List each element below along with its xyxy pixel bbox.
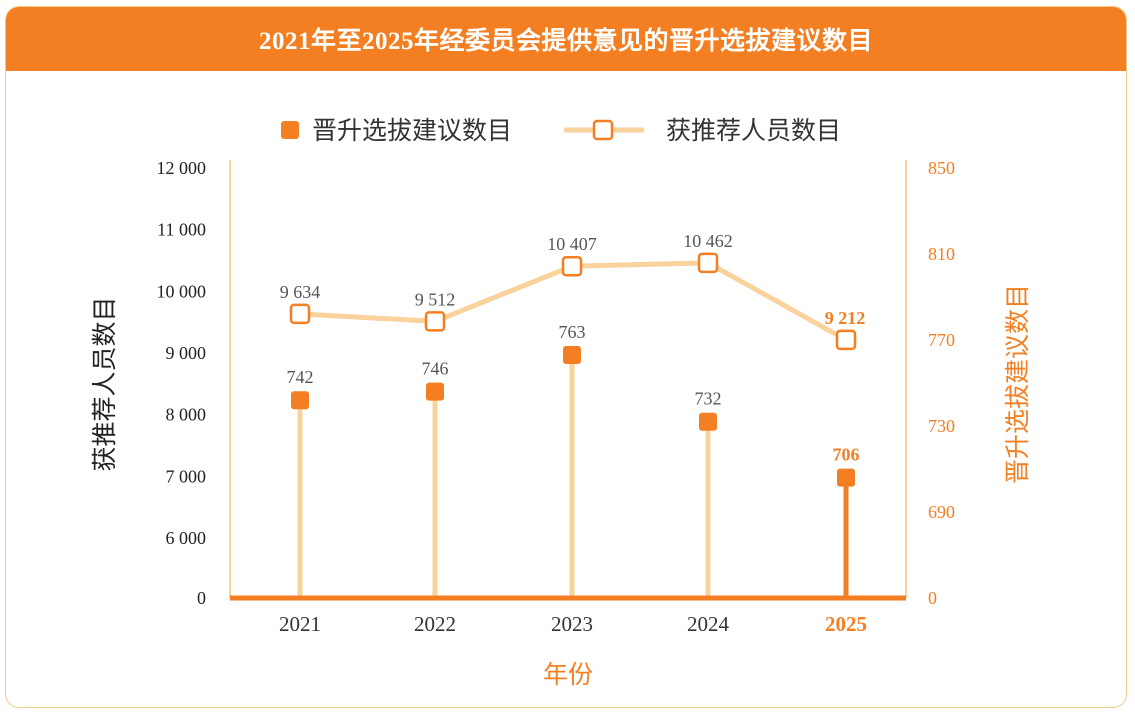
nominees-data-label: 10 462 <box>683 231 733 251</box>
left-tick-label: 0 <box>197 588 206 608</box>
x-axis-title: 年份 <box>543 660 593 689</box>
nominees-point <box>289 303 311 325</box>
x-tick-label: 2022 <box>414 612 456 636</box>
legend-marker-hollow-square <box>592 119 614 141</box>
nominees-data-label: 9 634 <box>280 282 321 302</box>
x-tick-label: 2025 <box>825 612 867 636</box>
legend-label-nominees: 获推荐人员数目 <box>666 116 841 145</box>
nominees-point <box>561 255 583 277</box>
nominees-data-label: 10 407 <box>547 234 597 254</box>
left-tick-label: 12 000 <box>157 158 207 178</box>
recommendations-data-label: 746 <box>422 359 449 379</box>
right-tick-label: 770 <box>928 330 955 350</box>
chart-card: 2021年至2025年经委员会提供意见的晋升选拔建议数目 <box>5 6 1127 708</box>
chart-title: 2021年至2025年经委员会提供意见的晋升选拔建议数目 <box>258 28 873 55</box>
recommendations-point <box>699 412 717 431</box>
legend-marker-filled-square <box>281 121 299 139</box>
nominees-data-label: 9 512 <box>415 289 456 309</box>
nominees-data-label: 9 212 <box>825 308 866 328</box>
title-bar: 2021年至2025年经委员会提供意见的晋升选拔建议数目 <box>6 7 1126 71</box>
left-tick-label: 6 000 <box>166 528 207 548</box>
x-tick-label: 2023 <box>551 612 593 636</box>
x-tick-label: 2024 <box>687 612 730 636</box>
recommendations-point <box>837 468 855 487</box>
right-tick-label: 690 <box>928 502 955 522</box>
right-axis-title: 晋升选拔建议数目 <box>1003 284 1032 484</box>
recommendations-data-label: 706 <box>833 445 860 465</box>
recommendations-point <box>563 346 581 365</box>
nominees-point <box>835 329 857 351</box>
left-axis-title: 获推荐人员数目 <box>90 296 119 471</box>
recommendations-data-label: 732 <box>695 389 722 409</box>
recommendations-data-label: 742 <box>287 367 314 387</box>
recommendations-point <box>291 391 309 410</box>
left-tick-label: 9 000 <box>166 343 207 363</box>
left-tick-label: 8 000 <box>166 405 207 425</box>
right-tick-label: 0 <box>928 588 937 608</box>
left-tick-label: 10 000 <box>157 281 207 301</box>
right-tick-label: 850 <box>928 158 955 178</box>
legend-label-recommendations: 晋升选拔建议数目 <box>312 116 512 145</box>
recommendations-point <box>426 382 444 401</box>
left-tick-label: 7 000 <box>166 466 207 486</box>
right-tick-label: 730 <box>928 416 955 436</box>
nominees-point <box>697 252 719 274</box>
nominees-point <box>424 311 446 332</box>
left-tick-label: 11 000 <box>157 220 206 240</box>
x-tick-label: 2021 <box>279 612 321 636</box>
right-tick-label: 810 <box>928 244 955 264</box>
recommendations-data-label: 763 <box>559 322 586 342</box>
